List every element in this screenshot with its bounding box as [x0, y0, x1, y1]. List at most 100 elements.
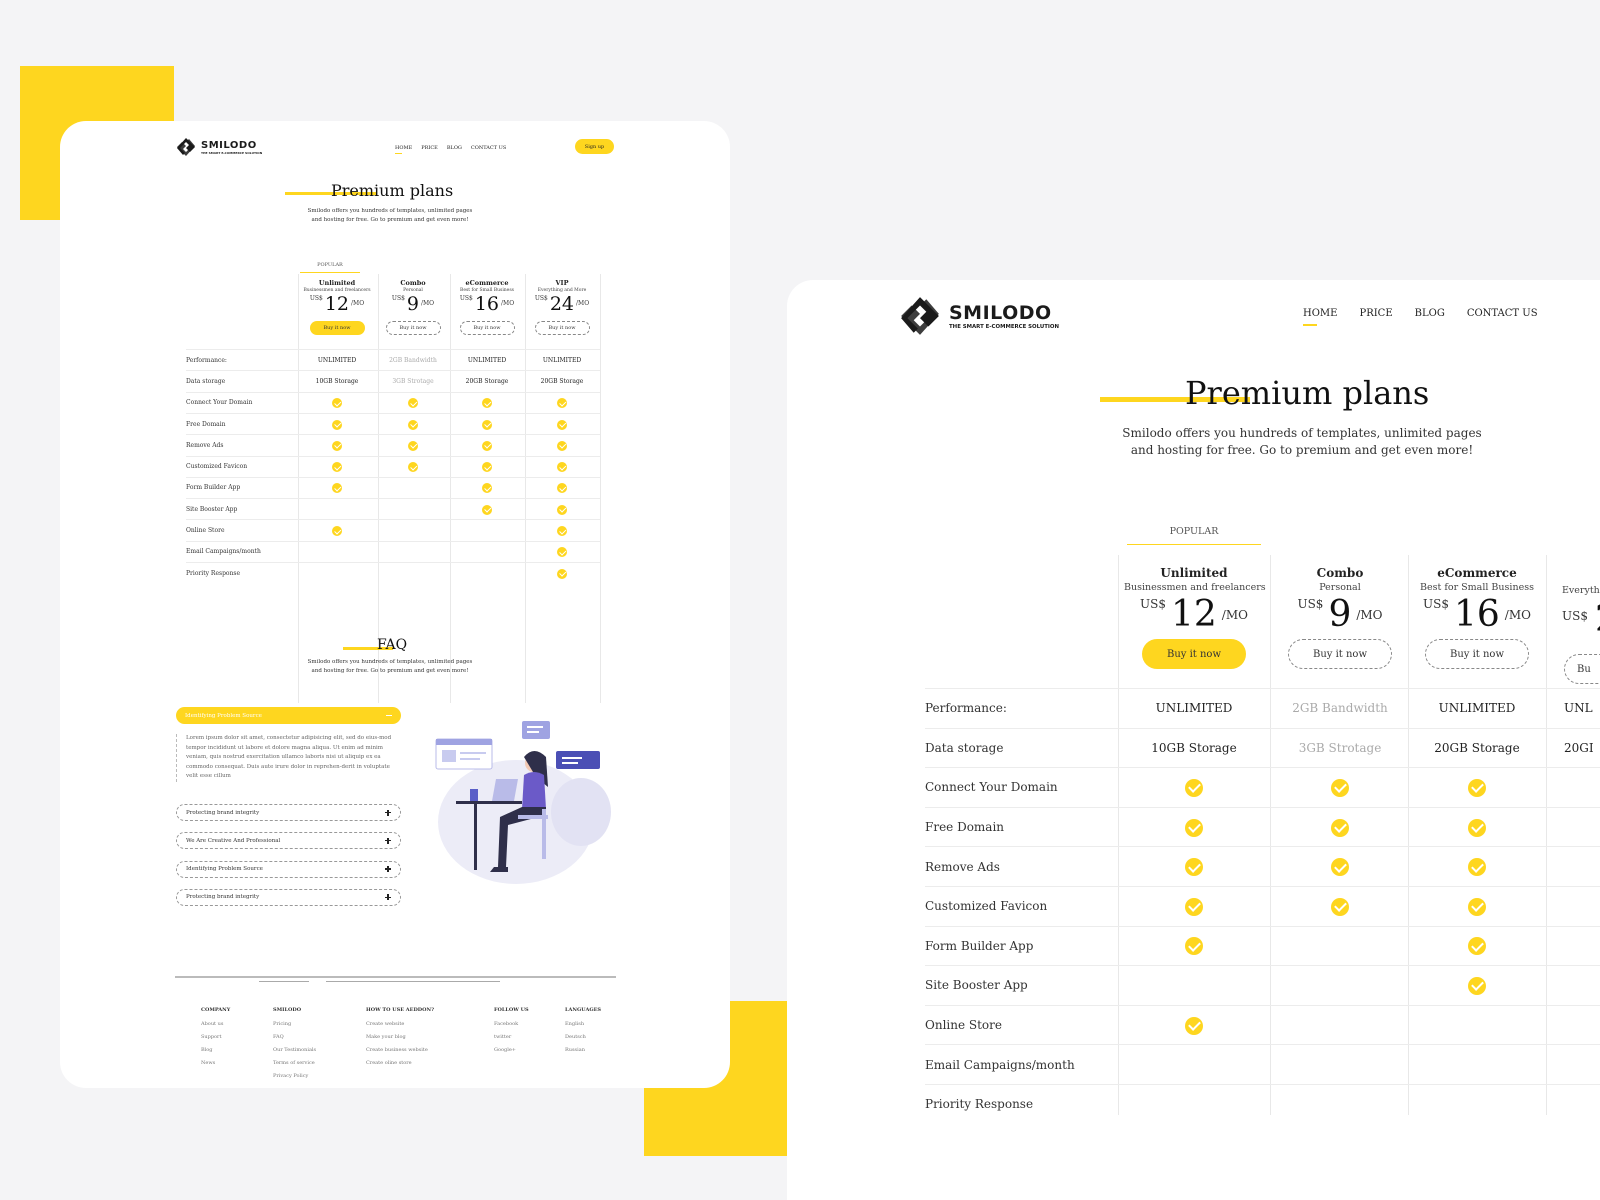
- plan-period: /MO: [351, 300, 365, 307]
- footer-divider-accent-2: [326, 981, 500, 982]
- footer-column: COMPANY About us Support Blog News: [201, 1007, 230, 1073]
- footer-link[interactable]: Make your blog: [366, 1034, 406, 1040]
- nav-blog[interactable]: BLOG: [1414, 308, 1445, 319]
- buy-now-button[interactable]: Buy it now: [534, 321, 590, 335]
- faq-item-label: Protecting brand integrity: [186, 809, 260, 816]
- plan-period: /MO: [1221, 608, 1248, 622]
- feature-check: [557, 398, 567, 409]
- footer-column: HOW TO USE AEDDON? Create website Make you…: [366, 1007, 434, 1073]
- footer-link[interactable]: Terms of service: [273, 1060, 315, 1066]
- logo[interactable]: SMILODO THE SMART E-COMMERCE SOLUTION: [176, 137, 262, 157]
- footer-link[interactable]: Google+: [494, 1047, 516, 1053]
- main-nav: HOME PRICE BLOG CONTACT US: [395, 145, 506, 154]
- buy-now-button[interactable]: Buy it now: [309, 321, 365, 335]
- footer-link[interactable]: Privacy Policy: [273, 1073, 309, 1079]
- minus-icon: [386, 714, 392, 717]
- nav-blog[interactable]: BLOG: [446, 145, 462, 151]
- footer-link[interactable]: Create business website: [366, 1047, 428, 1053]
- feature-check: [332, 483, 342, 494]
- nav-contact[interactable]: CONTACT US: [470, 145, 507, 151]
- check-icon: [408, 419, 418, 430]
- faq-open-item[interactable]: Identifying Problem Source: [176, 707, 401, 724]
- faq-item[interactable]: We Are Creative And Professional: [176, 832, 401, 850]
- feature-check: [557, 462, 567, 473]
- signup-button[interactable]: Sign up: [575, 139, 614, 154]
- check-icon: [482, 462, 492, 473]
- feature-check: [408, 398, 418, 409]
- footer-link[interactable]: FAQ: [273, 1034, 284, 1040]
- footer-link[interactable]: English: [565, 1021, 585, 1027]
- footer-heading: HOW TO USE AEDDON?: [366, 1007, 434, 1013]
- feature-value-partial: UNL: [1564, 701, 1593, 715]
- feature-label: Form Builder App: [186, 484, 241, 492]
- footer-heading: FOLLOW US: [494, 1007, 529, 1013]
- footer-heading: COMPANY: [201, 1007, 231, 1013]
- footer-link[interactable]: Create website: [366, 1021, 405, 1027]
- feature-check: [1468, 897, 1486, 916]
- feature-check: [482, 419, 492, 430]
- footer-divider: [175, 976, 616, 978]
- footer-link[interactable]: Our Testimonials: [273, 1047, 317, 1053]
- footer-link[interactable]: Deutsch: [565, 1034, 586, 1040]
- logo-large[interactable]: SMILODO THE SMART E-COMMERCE SOLUTION: [899, 295, 1059, 337]
- buy-now-button[interactable]: Buy it now: [459, 321, 515, 335]
- plan-price: US$ 12/MO: [300, 295, 374, 314]
- buy-now-button[interactable]: Buy it now: [1425, 639, 1529, 669]
- nav-home[interactable]: HOME: [395, 145, 412, 154]
- plan-description: Everything and More: [537, 288, 587, 293]
- table-column-divider: [1118, 555, 1119, 1115]
- footer-link[interactable]: Pricing: [273, 1021, 292, 1027]
- check-icon: [332, 440, 342, 451]
- feature-check: [1468, 778, 1486, 797]
- buy-now-button[interactable]: Buy it now: [1288, 639, 1392, 669]
- plan-price: US$ 16/MO: [450, 295, 524, 314]
- feature-label: Form Builder App: [925, 938, 1034, 953]
- logo-mark-icon: [177, 138, 195, 156]
- plan-price: US$ 12/MO: [1124, 597, 1264, 633]
- nav-home[interactable]: HOME: [1303, 308, 1337, 326]
- nav-contact[interactable]: CONTACT US: [1466, 308, 1538, 319]
- faq-item[interactable]: Identifying Problem Source: [176, 860, 401, 878]
- footer-link[interactable]: Facebook: [494, 1021, 519, 1027]
- footer-link[interactable]: About us: [201, 1021, 224, 1027]
- nav-price[interactable]: PRICE: [1359, 308, 1393, 319]
- footer-link[interactable]: News: [201, 1060, 216, 1066]
- feature-check: [557, 568, 567, 579]
- feature-label: Customized Favicon: [186, 463, 248, 471]
- footer-link[interactable]: Blog: [201, 1047, 213, 1053]
- table-column-divider: [378, 274, 379, 703]
- main-nav-large: HOME PRICE BLOG CONTACT US: [1303, 308, 1538, 326]
- buy-now-button-partial[interactable]: Bu: [1564, 654, 1600, 684]
- feature-check: [1185, 897, 1203, 916]
- buy-now-button[interactable]: Buy it now: [1142, 639, 1246, 669]
- feature-label: Data storage: [925, 740, 1004, 755]
- footer-link[interactable]: Russian: [565, 1047, 585, 1053]
- faq-item[interactable]: Protecting brand integrity: [176, 888, 401, 906]
- buy-now-button[interactable]: Buy it now: [385, 321, 441, 335]
- plus-icon: [385, 894, 391, 901]
- faq-subtitle: Smilodo offers you hundreds of templates…: [280, 658, 500, 676]
- logo-tagline: THE SMART E-COMMERCE SOLUTION: [201, 150, 263, 155]
- plan-name: Unlimited: [318, 279, 356, 287]
- nav-price[interactable]: PRICE: [421, 145, 438, 151]
- feature-label: Connect Your Domain: [925, 780, 1058, 795]
- footer-link[interactable]: twitter: [494, 1034, 512, 1040]
- feature-check: [1468, 937, 1486, 956]
- plan-period: /MO: [576, 300, 590, 307]
- plan-currency: US$: [1297, 597, 1324, 611]
- footer-link[interactable]: Create oline store: [366, 1060, 412, 1066]
- footer-link[interactable]: Support: [201, 1034, 222, 1040]
- footer-column: SMILODO Pricing FAQ Our Testimonials Terms o…: [273, 1007, 316, 1086]
- feature-check: [1185, 818, 1203, 837]
- plan-amount: 16: [474, 293, 500, 315]
- feature-row: Site Booster App: [925, 965, 1600, 1005]
- check-icon: [482, 504, 492, 515]
- feature-label: Online Store: [925, 1018, 1002, 1033]
- plus-icon: [385, 837, 391, 844]
- feature-check: [557, 504, 567, 515]
- check-icon: [1468, 937, 1486, 956]
- feature-row: Online Store: [925, 1004, 1600, 1045]
- plan-card: eCommerce Best for Small Business US$ 16/MO…: [1407, 566, 1547, 669]
- faq-item[interactable]: Protecting brand integrity: [176, 804, 401, 821]
- feature-check: [557, 526, 567, 537]
